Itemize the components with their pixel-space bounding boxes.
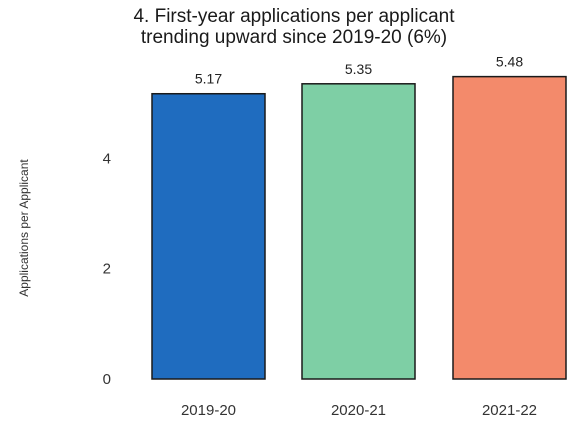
y-tick-label: 0 [103,371,111,388]
chart-title-line-2: trending upward since 2019-20 (6%) [140,27,448,48]
bar-2020-21 [301,83,416,380]
x-tick-label: 2019-20 [181,402,236,419]
bar-value-label: 5.35 [345,61,372,77]
bar-value-label: 5.17 [195,71,222,87]
bar-value-label: 5.48 [496,54,523,70]
chart-title-line-1: 4. First-year applications per applicant [133,6,455,27]
y-tick-label: 2 [103,261,111,278]
bar-2019-20 [151,92,266,380]
y-tick-label: 4 [103,150,111,167]
x-tick-label: 2020-21 [331,402,386,419]
x-tick-label: 2021-22 [482,402,537,419]
bar-2021-22 [452,75,567,380]
